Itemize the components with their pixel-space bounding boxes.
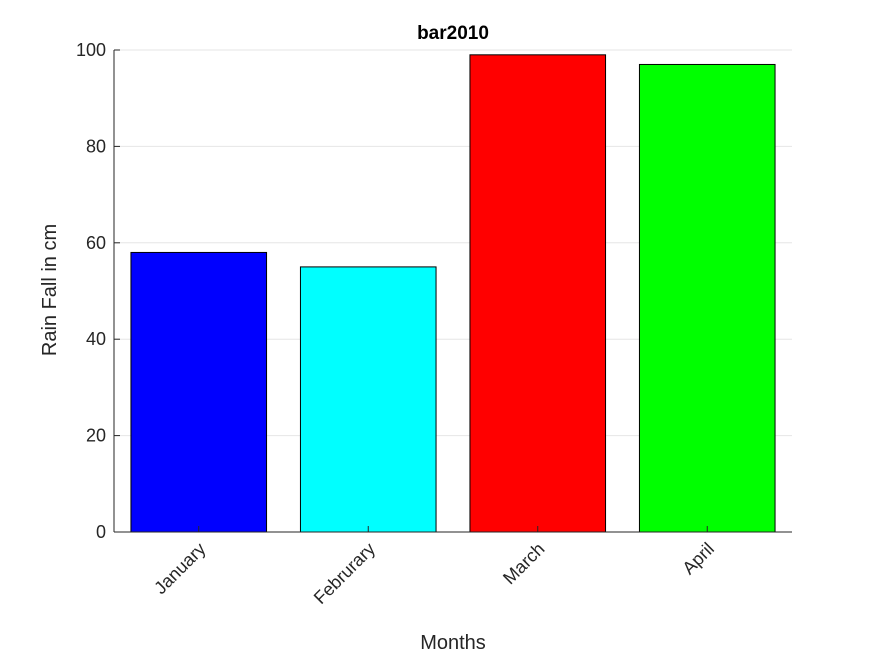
x-tick-label: January <box>150 539 209 598</box>
bar-march <box>469 54 607 533</box>
x-tick-labels: January Februrary March April <box>150 539 718 608</box>
x-tick-label: Februrary <box>310 539 379 608</box>
y-tick-label: 20 <box>86 426 106 446</box>
x-tick-label: March <box>499 539 549 589</box>
bars <box>130 54 776 533</box>
y-tick-label: 100 <box>76 40 106 60</box>
y-axis-label: Rain Fall in cm <box>39 224 61 356</box>
bar-februrary <box>299 266 437 533</box>
x-axis-label: Months <box>420 632 486 654</box>
axes <box>113 49 792 533</box>
y-tick-label: 80 <box>86 136 106 156</box>
bar-january <box>130 251 268 533</box>
bar-april <box>638 63 776 533</box>
y-tick-label: 40 <box>86 329 106 349</box>
y-tick-label: 0 <box>96 522 106 542</box>
chart-title: bar2010 <box>417 23 489 44</box>
x-tick-label: April <box>678 539 718 579</box>
y-tick-labels: 0 20 40 60 80 100 <box>76 40 106 542</box>
y-tick-label: 60 <box>86 233 106 253</box>
